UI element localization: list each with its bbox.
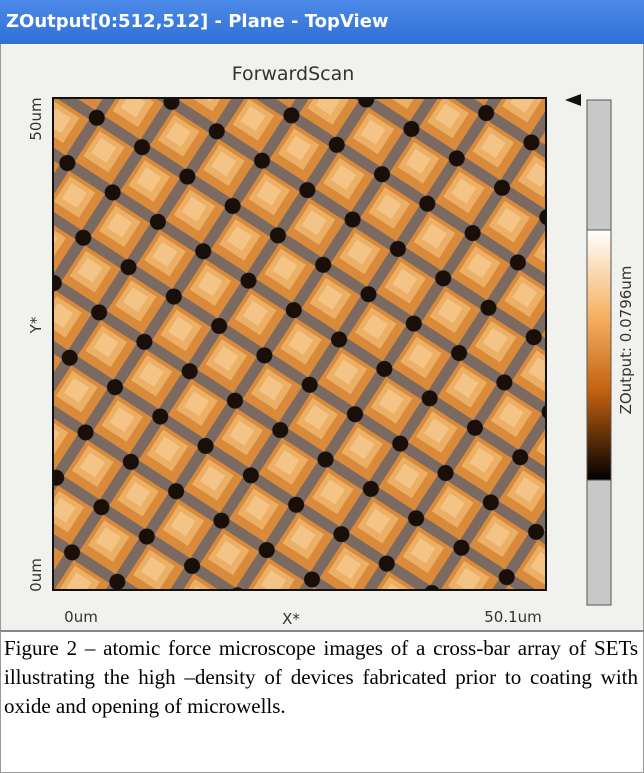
window-title: ZOutput[0:512,512] - Plane - TopView	[0, 0, 644, 44]
x-right-label: 50.1um	[484, 608, 542, 626]
afm-panel: ForwardScan 50um Y* 0um 0um X* 50.1um ZO…	[0, 44, 644, 630]
panel-title: ForwardScan	[232, 63, 355, 85]
scan-marker	[565, 94, 581, 106]
colorbar-bottom	[587, 480, 611, 605]
x-axis-label: X*	[282, 610, 300, 628]
colorbar-label: ZOutput: 0.0796um	[617, 266, 635, 415]
figure-caption: Figure 2 – atomic force microscope image…	[4, 634, 638, 721]
y-bottom-label: 0um	[27, 558, 45, 592]
afm-image	[53, 98, 546, 590]
colorbar-top	[587, 100, 611, 230]
colorbar	[587, 230, 611, 480]
page: ZOutput[0:512,512] - Plane - TopView For…	[0, 0, 644, 773]
x-left-label: 0um	[64, 608, 98, 626]
afm-view: ForwardScan 50um Y* 0um 0um X* 50.1um ZO…	[1, 44, 643, 630]
y-top-label: 50um	[27, 97, 45, 140]
y-axis-label: Y*	[27, 316, 45, 334]
